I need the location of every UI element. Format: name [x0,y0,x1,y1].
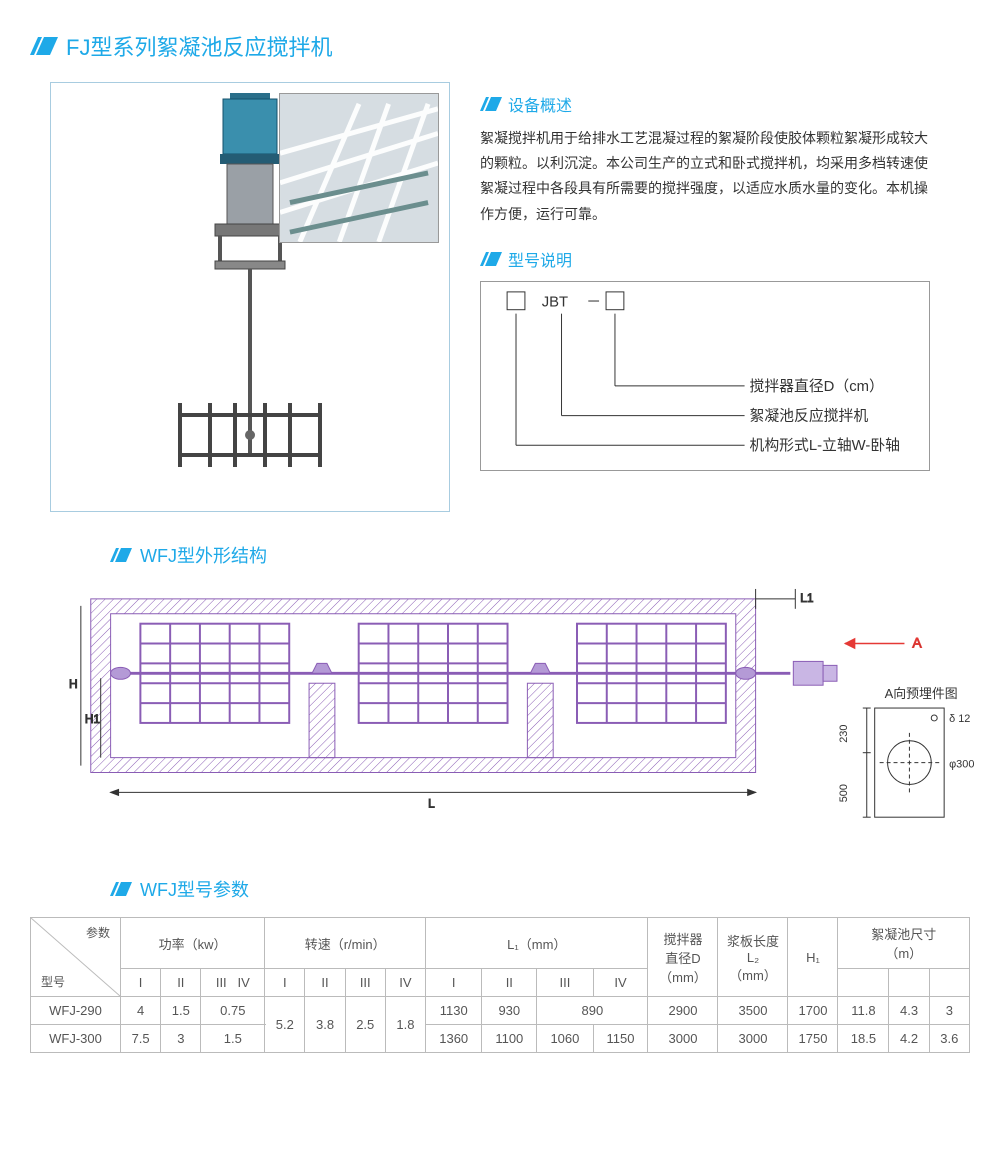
svg-text:L: L [428,796,435,810]
col-speed: 转速（r/min） [265,918,426,969]
slash-icon [30,37,58,55]
svg-text:500: 500 [838,784,850,802]
model-line-0: 搅拌器直径D（cm） [750,378,884,395]
svg-text:A: A [912,635,922,651]
modelspec-heading-row: 型号说明 [480,247,930,271]
slash-icon [480,97,502,111]
params-heading-row: WFJ型号参数 [110,876,970,902]
product-image-box [50,82,450,512]
params-heading: WFJ型号参数 [140,876,249,902]
detail-title: A向预埋件图 [885,686,958,701]
page-title: FJ型系列絮凝池反应搅拌机 [66,30,332,62]
sub-i: I [121,969,161,997]
table-row: WFJ-290 4 1.5 0.75 5.2 3.8 2.5 1.8 1130 … [31,997,970,1025]
overview-body: 絮凝搅拌机用于给排水工艺混凝过程的絮凝阶段使胶体颗粒絮凝形成较大的颗粒。以利沉淀… [480,126,930,227]
overview-heading-row: 设备概述 [480,92,930,116]
col-l1: L₁（mm） [426,918,648,969]
svg-text:φ300: φ300 [949,759,974,771]
main-title-row: FJ型系列絮凝池反应搅拌机 [30,30,970,62]
svg-text:δ 12: δ 12 [949,713,970,725]
overview-heading: 设备概述 [508,92,572,116]
modelspec-heading: 型号说明 [508,247,572,271]
svg-text:230: 230 [838,725,850,743]
col-dia: 搅拌器 直径D （mm） [648,918,718,997]
structure-diagram: H H1 L L1 A A向预埋件图 δ 12 φ300 230 500 [60,583,995,843]
slash-icon [110,548,132,562]
right-text-column: 设备概述 絮凝搅拌机用于给排水工艺混凝过程的絮凝阶段使胶体颗粒絮凝形成较大的颗粒… [470,82,950,512]
params-table: 参数 型号 功率（kw） 转速（r/min） L₁（mm） 搅拌器 直径D （m… [30,917,970,1053]
model-line-2: 机构形式L-立轴W-卧轴 [750,437,900,454]
installation-photo [279,93,439,243]
slash-icon [110,882,132,896]
model-dash: － [586,294,601,310]
model-code-text: JBT [542,294,568,310]
svg-text:H1: H1 [85,712,101,726]
structure-heading-row: WFJ型外形结构 [110,542,970,568]
svg-text:L1: L1 [800,591,814,605]
slash-icon [480,252,502,266]
model-code-diagram: JBT － 搅拌器直径D（cm） 絮凝池反应搅拌机 机构形式L-立轴W-卧轴 [480,281,930,471]
sub-ii: II [161,969,201,997]
table-row: WFJ-300 7.5 3 1.5 1360 1100 1060 1150 30… [31,1025,970,1053]
sub-iii-iv: III IV [201,969,265,997]
col-h1: H₁ [788,918,838,997]
svg-text:H: H [69,677,78,691]
structure-heading: WFJ型外形结构 [140,542,267,568]
col-l2: 浆板长度 L₂ （mm） [718,918,788,997]
diag-header: 参数 型号 [31,918,121,997]
col-pool: 絮凝池尺寸 （m） [838,918,970,969]
model-line-1: 絮凝池反应搅拌机 [750,406,869,424]
col-power: 功率（kw） [121,918,265,969]
top-row: 设备概述 絮凝搅拌机用于给排水工艺混凝过程的絮凝阶段使胶体颗粒絮凝形成较大的颗粒… [30,82,970,512]
